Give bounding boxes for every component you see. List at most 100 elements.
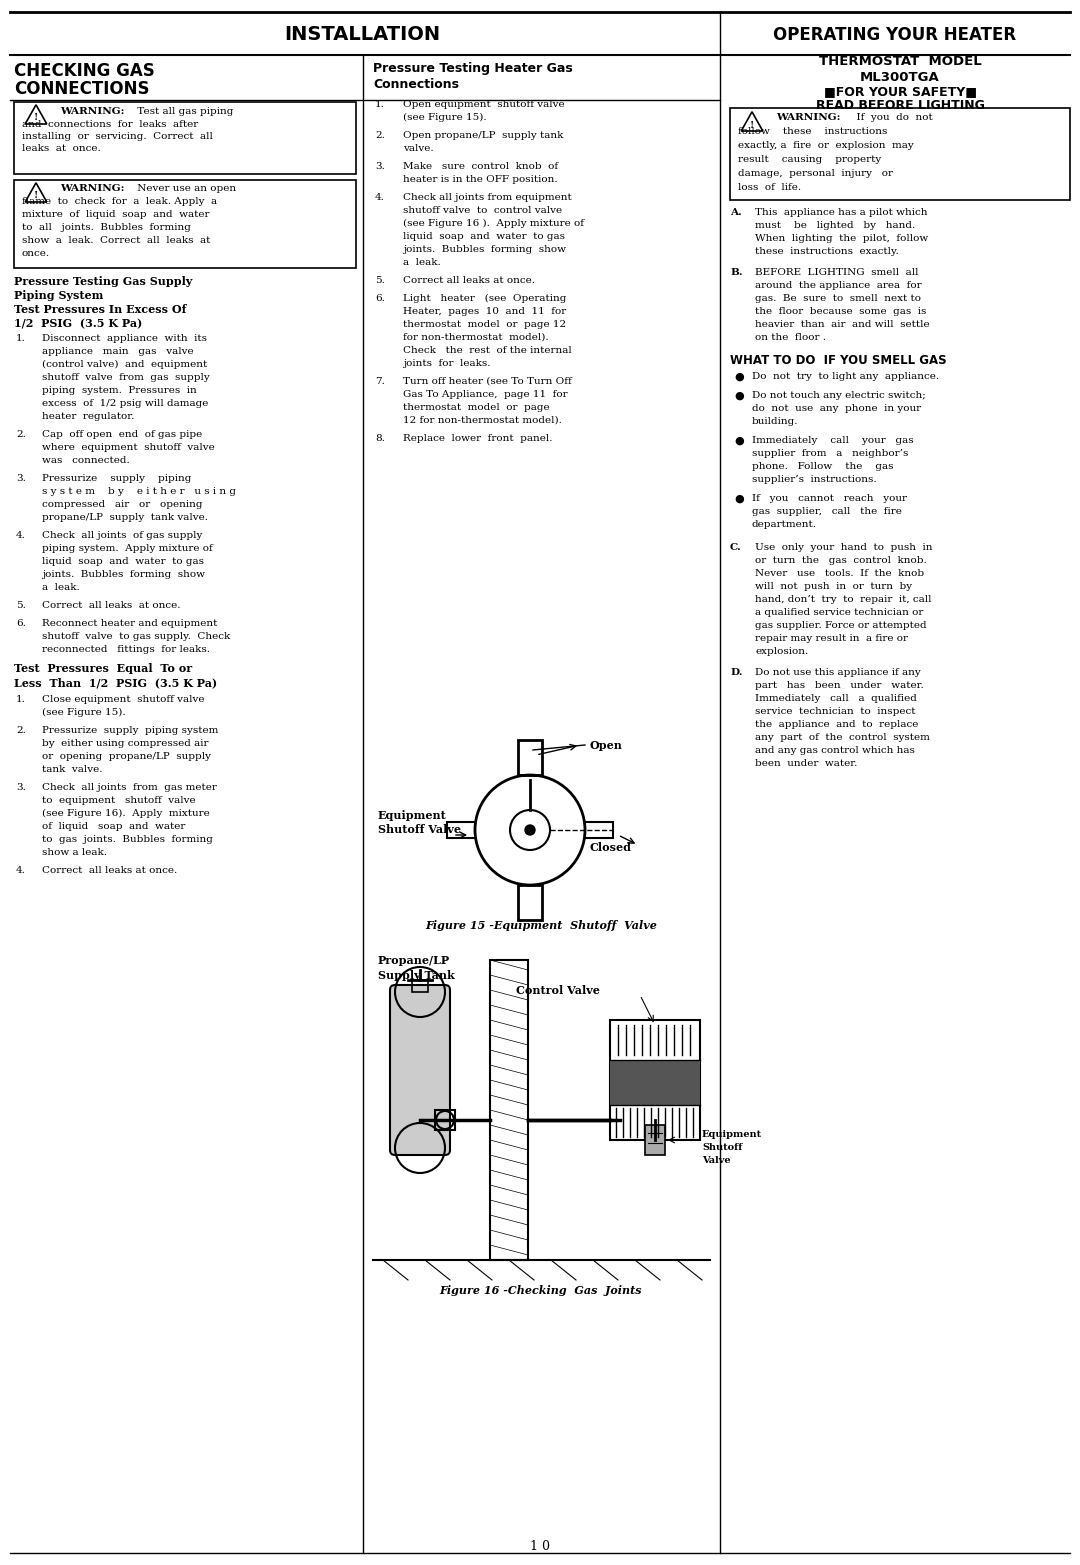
- Text: service  technician  to  inspect: service technician to inspect: [755, 707, 916, 717]
- Text: gas.  Be  sure  to  smell  next to: gas. Be sure to smell next to: [755, 294, 921, 304]
- Text: If  you  do  not: If you do not: [850, 113, 933, 122]
- Text: tank  valve.: tank valve.: [42, 765, 103, 775]
- Text: 3.: 3.: [16, 474, 26, 484]
- Text: (control valve)  and  equipment: (control valve) and equipment: [42, 360, 207, 369]
- Bar: [14, 180, 356, 268]
- Text: Immediately    call    your   gas: Immediately call your gas: [752, 437, 914, 444]
- Text: of  liquid   soap  and  water: of liquid soap and water: [42, 822, 186, 831]
- Text: hand, don’t  try  to  repair  it, call: hand, don’t try to repair it, call: [755, 595, 931, 604]
- Text: phone.   Follow    the    gas: phone. Follow the gas: [752, 462, 893, 471]
- Text: once.: once.: [22, 249, 50, 258]
- Text: Test all gas piping: Test all gas piping: [134, 106, 233, 116]
- Text: do  not  use  any  phone  in your: do not use any phone in your: [752, 404, 921, 413]
- Text: Test  Pressures  Equal  To or: Test Pressures Equal To or: [14, 664, 192, 675]
- Text: Cap  off open  end  of gas pipe: Cap off open end of gas pipe: [42, 430, 202, 440]
- Text: or  opening  propane/LP  supply: or opening propane/LP supply: [42, 753, 211, 761]
- Text: Pressurize  supply  piping system: Pressurize supply piping system: [42, 726, 218, 736]
- Text: 8.: 8.: [375, 434, 384, 443]
- Text: Closed: Closed: [590, 842, 632, 853]
- Text: Disconnect  appliance  with  its: Disconnect appliance with its: [42, 333, 207, 343]
- Text: Piping System: Piping System: [14, 290, 104, 300]
- Text: the  floor  because  some  gas  is: the floor because some gas is: [755, 307, 927, 316]
- Text: shutoff  valve  to gas supply.  Check: shutoff valve to gas supply. Check: [42, 632, 230, 642]
- Text: 1.: 1.: [375, 100, 384, 110]
- Text: BEFORE  LIGHTING  smell  all: BEFORE LIGHTING smell all: [755, 268, 918, 277]
- Text: 2.: 2.: [16, 430, 26, 440]
- Text: Check   the  rest  of the internal: Check the rest of the internal: [403, 346, 571, 355]
- Text: heavier  than  air  and will  settle: heavier than air and will settle: [755, 319, 930, 329]
- Text: mixture  of  liquid  soap  and  water: mixture of liquid soap and water: [22, 210, 210, 219]
- Text: Check  all joints  of gas supply: Check all joints of gas supply: [42, 531, 202, 540]
- Text: repair may result in  a fire or: repair may result in a fire or: [755, 634, 908, 643]
- Text: (see Figure 16).  Apply  mixture: (see Figure 16). Apply mixture: [42, 809, 210, 818]
- Text: Replace  lower  front  panel.: Replace lower front panel.: [403, 434, 553, 443]
- Text: Control Valve: Control Valve: [516, 984, 600, 995]
- Text: 1/2  PSIG  (3.5 K Pa): 1/2 PSIG (3.5 K Pa): [14, 318, 143, 329]
- Text: shutoff  valve  from  gas  supply: shutoff valve from gas supply: [42, 372, 210, 382]
- Bar: [518, 884, 542, 920]
- Text: will  not  push  in  or  turn  by: will not push in or turn by: [755, 582, 913, 592]
- Text: Light   heater   (see  Operating: Light heater (see Operating: [403, 294, 566, 304]
- Text: (see Figure 15).: (see Figure 15).: [403, 113, 487, 122]
- Text: B.: B.: [730, 268, 743, 277]
- Text: s y s t e m    b y    e i t h e r   u s i n g: s y s t e m b y e i t h e r u s i n g: [42, 487, 237, 496]
- Text: CHECKING GAS: CHECKING GAS: [14, 63, 154, 80]
- Text: joints.  Bubbles  forming  show: joints. Bubbles forming show: [42, 570, 205, 579]
- Text: installing  or  servicing.  Correct  all: installing or servicing. Correct all: [22, 131, 213, 141]
- Text: Figure 15 -Equipment  Shutoff  Valve: Figure 15 -Equipment Shutoff Valve: [426, 920, 657, 931]
- Text: gas supplier. Force or attempted: gas supplier. Force or attempted: [755, 621, 927, 631]
- Text: flame  to  check  for  a  leak. Apply  a: flame to check for a leak. Apply a: [22, 197, 217, 207]
- Text: ●: ●: [734, 372, 744, 382]
- Text: !: !: [33, 114, 38, 122]
- Text: piping  system.  Pressures  in: piping system. Pressures in: [42, 387, 197, 394]
- Text: Turn off heater (see To Turn Off: Turn off heater (see To Turn Off: [403, 377, 571, 387]
- Text: If   you   cannot   reach   your: If you cannot reach your: [752, 495, 907, 502]
- Text: Gas To Appliance,  page 11  for: Gas To Appliance, page 11 for: [403, 390, 568, 399]
- Text: around  the appliance  area  for: around the appliance area for: [755, 282, 921, 290]
- Text: shutoff valve  to  control valve: shutoff valve to control valve: [403, 207, 562, 214]
- Text: Check all joints from equipment: Check all joints from equipment: [403, 192, 571, 202]
- Text: Open propane/LP  supply tank: Open propane/LP supply tank: [403, 131, 564, 139]
- Text: Do  not  try  to light any  appliance.: Do not try to light any appliance.: [752, 372, 940, 380]
- Text: This  appliance has a pilot which: This appliance has a pilot which: [755, 208, 928, 218]
- Text: liquid  soap  and  water  to gas: liquid soap and water to gas: [42, 557, 204, 567]
- Text: Do not use this appliance if any: Do not use this appliance if any: [755, 668, 921, 678]
- Text: Open: Open: [590, 740, 623, 751]
- Text: damage,  personal  injury   or: damage, personal injury or: [738, 169, 893, 178]
- Text: appliance   main   gas   valve: appliance main gas valve: [42, 347, 193, 355]
- Text: show  a  leak.  Correct  all  leaks  at: show a leak. Correct all leaks at: [22, 236, 211, 246]
- Text: and any gas control which has: and any gas control which has: [755, 747, 915, 754]
- Text: Connections: Connections: [373, 78, 459, 91]
- Text: must    be   lighted   by   hand.: must be lighted by hand.: [755, 221, 915, 230]
- Text: any  part  of  the  control  system: any part of the control system: [755, 732, 930, 742]
- Text: OPERATING YOUR HEATER: OPERATING YOUR HEATER: [773, 27, 1016, 44]
- Text: Heater,  pages  10  and  11  for: Heater, pages 10 and 11 for: [403, 307, 566, 316]
- Text: Supply Tank: Supply Tank: [378, 970, 455, 981]
- Text: by  either using compressed air: by either using compressed air: [42, 739, 208, 748]
- FancyBboxPatch shape: [390, 984, 450, 1155]
- Text: Propane/LP: Propane/LP: [378, 955, 450, 966]
- Bar: [645, 1125, 665, 1155]
- Text: reconnected   fittings  for leaks.: reconnected fittings for leaks.: [42, 645, 210, 654]
- Text: Pressure Testing Heater Gas: Pressure Testing Heater Gas: [373, 63, 572, 75]
- Bar: [447, 822, 475, 837]
- Bar: [610, 1060, 700, 1105]
- Text: Valve: Valve: [702, 1157, 731, 1164]
- Text: 3.: 3.: [16, 782, 26, 792]
- Text: loss  of  life.: loss of life.: [738, 183, 801, 192]
- Text: When  lighting  the  pilot,  follow: When lighting the pilot, follow: [755, 235, 928, 243]
- Text: a  leak.: a leak.: [42, 584, 80, 592]
- Text: a  leak.: a leak.: [403, 258, 441, 268]
- Text: for non-thermostat  model).: for non-thermostat model).: [403, 333, 549, 343]
- Text: and  connections  for  leaks  after: and connections for leaks after: [22, 121, 199, 128]
- Text: Immediately   call   a  qualified: Immediately call a qualified: [755, 693, 917, 703]
- Bar: [411, 980, 428, 992]
- Text: thermostat  model  or  page: thermostat model or page: [403, 404, 550, 412]
- Text: C.: C.: [730, 543, 742, 552]
- Text: READ BEFORE LIGHTING: READ BEFORE LIGHTING: [815, 99, 985, 113]
- Bar: [730, 108, 1070, 200]
- Text: Equipment: Equipment: [702, 1130, 762, 1139]
- Text: thermostat  model  or  page 12: thermostat model or page 12: [403, 319, 566, 329]
- Text: to  equipment   shutoff  valve: to equipment shutoff valve: [42, 797, 195, 804]
- Text: ●: ●: [734, 495, 744, 504]
